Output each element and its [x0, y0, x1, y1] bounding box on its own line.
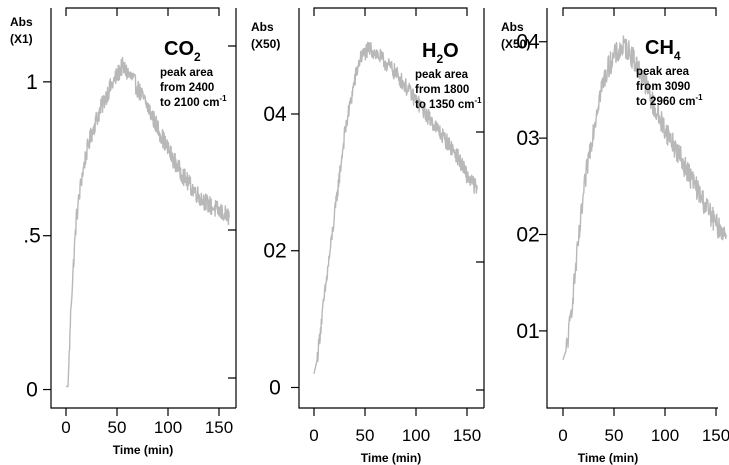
y-tick-label: 0 [269, 376, 281, 399]
series-line [65, 57, 230, 388]
axis-frame [298, 8, 484, 409]
y-tick-label: 03 [516, 127, 539, 150]
panel-co2: Abs (X1) Time (min) CO2 peak area from 2… [10, 7, 237, 457]
plot-area [65, 57, 230, 388]
x-tick-label: 150 [702, 426, 729, 445]
annotation-line2: from 3090 [636, 81, 690, 93]
x-tick-label: 150 [205, 418, 233, 437]
annotation-line3: to 2960 cm-1 [636, 93, 703, 108]
top-tick-marks [562, 7, 717, 16]
annotation-line3: to 1350 cm-1 [415, 96, 482, 111]
x-axis-label: Time (min) [113, 443, 173, 457]
x-axis-label: Time (min) [361, 451, 421, 465]
plot-area [313, 41, 478, 374]
y-tick-label: 04 [516, 31, 540, 54]
plot-area [562, 35, 727, 361]
annotation-line1: peak area [415, 69, 469, 81]
y-axis-label-line1: Abs [10, 15, 33, 29]
x-tick-label: 100 [154, 418, 182, 437]
x-tick-label: 0 [558, 426, 567, 445]
y-axis-label-line1: Abs [251, 20, 274, 34]
panel-ch4: Abs (X50) Time (min) CH4 peak area from … [501, 7, 729, 465]
y-axis-label-line2: (X50) [251, 37, 280, 51]
y-tick-label: .5 [23, 225, 41, 248]
axis-frame [546, 8, 718, 409]
annotation-line2: from 1800 [415, 84, 469, 96]
x-axis-label: Time (min) [578, 451, 638, 465]
y-axis-label-line1: Abs [501, 20, 524, 34]
species-label: CO2 [164, 38, 201, 64]
x-tick-label: 0 [61, 418, 70, 437]
y-tick-label: 02 [516, 224, 539, 247]
y-tick-label: 1 [26, 71, 38, 94]
annotation-line2: from 2400 [160, 82, 214, 94]
top-tick-marks [65, 7, 220, 16]
x-tick-label: 150 [453, 426, 481, 445]
right-axis-ticks [228, 8, 237, 408]
y-tick-label: 01 [516, 320, 539, 343]
x-tick-label: 100 [402, 426, 430, 445]
x-tick-label: 50 [356, 426, 375, 445]
axis-frame [50, 8, 236, 409]
top-tick-marks [313, 7, 468, 16]
x-tick-label: 50 [605, 426, 624, 445]
series-line [313, 41, 478, 374]
series-line [562, 35, 727, 361]
x-tick-label: 0 [309, 426, 318, 445]
panel-h2o: Abs (X50) Time (min) H2O peak area from … [251, 7, 485, 465]
annotation-line3: to 2100 cm-1 [160, 94, 227, 109]
species-label: CH4 [645, 37, 681, 63]
y-tick-label: 0 [26, 379, 38, 402]
y-axis-label-line2: (X1) [10, 32, 33, 46]
annotation-line1: peak area [160, 67, 214, 79]
y-tick-label: 04 [263, 103, 287, 126]
x-tick-label: 100 [651, 426, 679, 445]
right-axis-ticks [476, 8, 485, 408]
x-tick-label: 50 [108, 418, 127, 437]
annotation-line1: peak area [636, 66, 690, 78]
y-axis-label-line2: (X50) [501, 37, 530, 51]
species-label: H2O [422, 40, 459, 66]
y-tick-label: 02 [263, 240, 286, 263]
